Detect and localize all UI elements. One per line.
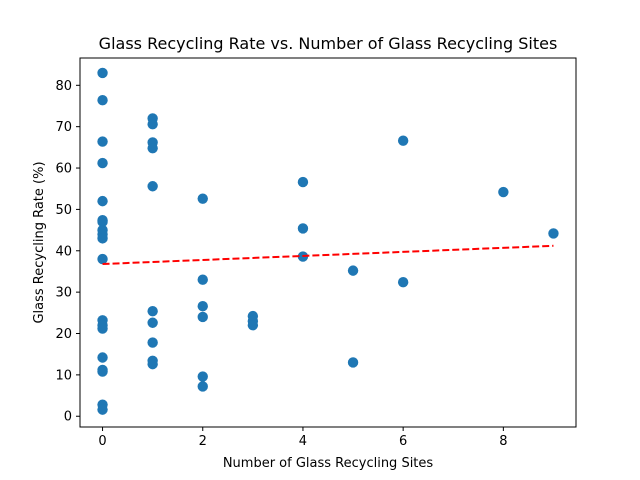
data-point-30: [197, 274, 208, 285]
y-axis: 0 10 20 30 40 50 60 70 80: [55, 79, 80, 425]
data-point-39: [297, 223, 309, 234]
y-tick-label: 60: [55, 162, 72, 177]
data-point-41: [347, 265, 359, 276]
data-point-28: [147, 358, 158, 370]
y-tick-label: 20: [55, 327, 72, 342]
data-point-1: [97, 94, 108, 106]
data-point-31: [197, 301, 208, 312]
data-point-46: [548, 228, 559, 239]
data-point-6: [97, 216, 108, 228]
x-tick-label: 2: [199, 434, 207, 449]
data-point-20: [147, 118, 158, 130]
data-point-23: [147, 181, 158, 192]
data-point-34: [197, 381, 208, 392]
trend-line: [102, 244, 554, 266]
data-point-38: [297, 176, 309, 188]
data-point-10: [97, 253, 108, 265]
data-point-14: [97, 352, 108, 363]
data-point-33: [197, 371, 208, 382]
data-point-29: [197, 193, 208, 204]
x-tick-label: 0: [98, 434, 106, 449]
y-tick-label: 0: [64, 410, 72, 425]
data-point-24: [147, 305, 158, 317]
data-point-42: [347, 357, 359, 368]
y-axis-title: Glass Recycling Rate (%): [32, 161, 47, 323]
data-point-16: [97, 366, 108, 377]
x-tick-label: 4: [299, 434, 307, 449]
data-point-32: [197, 311, 208, 323]
data-point-9: [97, 233, 108, 244]
data-point-22: [147, 142, 158, 154]
x-axis-title: Number of Glass Recycling Sites: [223, 456, 434, 471]
data-point-4: [97, 195, 108, 207]
data-point-44: [397, 277, 409, 288]
x-axis: 0 2 4 6 8: [98, 427, 507, 449]
y-tick-label: 40: [55, 244, 72, 259]
y-tick-label: 70: [55, 120, 72, 135]
data-point-3: [97, 157, 108, 169]
data-point-0: [97, 67, 108, 79]
chart-title: Glass Recycling Rate vs. Number of Glass…: [99, 34, 558, 53]
data-point-37: [247, 320, 259, 331]
plot-frame: [79, 57, 577, 428]
y-tick-label: 10: [55, 368, 72, 383]
y-tick-label: 50: [55, 203, 72, 218]
data-point-13: [97, 323, 108, 334]
x-tick-label: 8: [499, 434, 507, 449]
data-point-45: [498, 186, 509, 198]
plot-layer: [97, 67, 559, 415]
data-point-26: [147, 337, 158, 348]
data-point-43: [397, 135, 409, 146]
y-tick-label: 30: [55, 286, 72, 301]
data-point-2: [97, 136, 108, 147]
y-tick-label: 80: [55, 79, 72, 94]
x-tick-label: 6: [399, 434, 407, 449]
data-point-18: [97, 404, 108, 415]
data-point-25: [147, 317, 158, 328]
